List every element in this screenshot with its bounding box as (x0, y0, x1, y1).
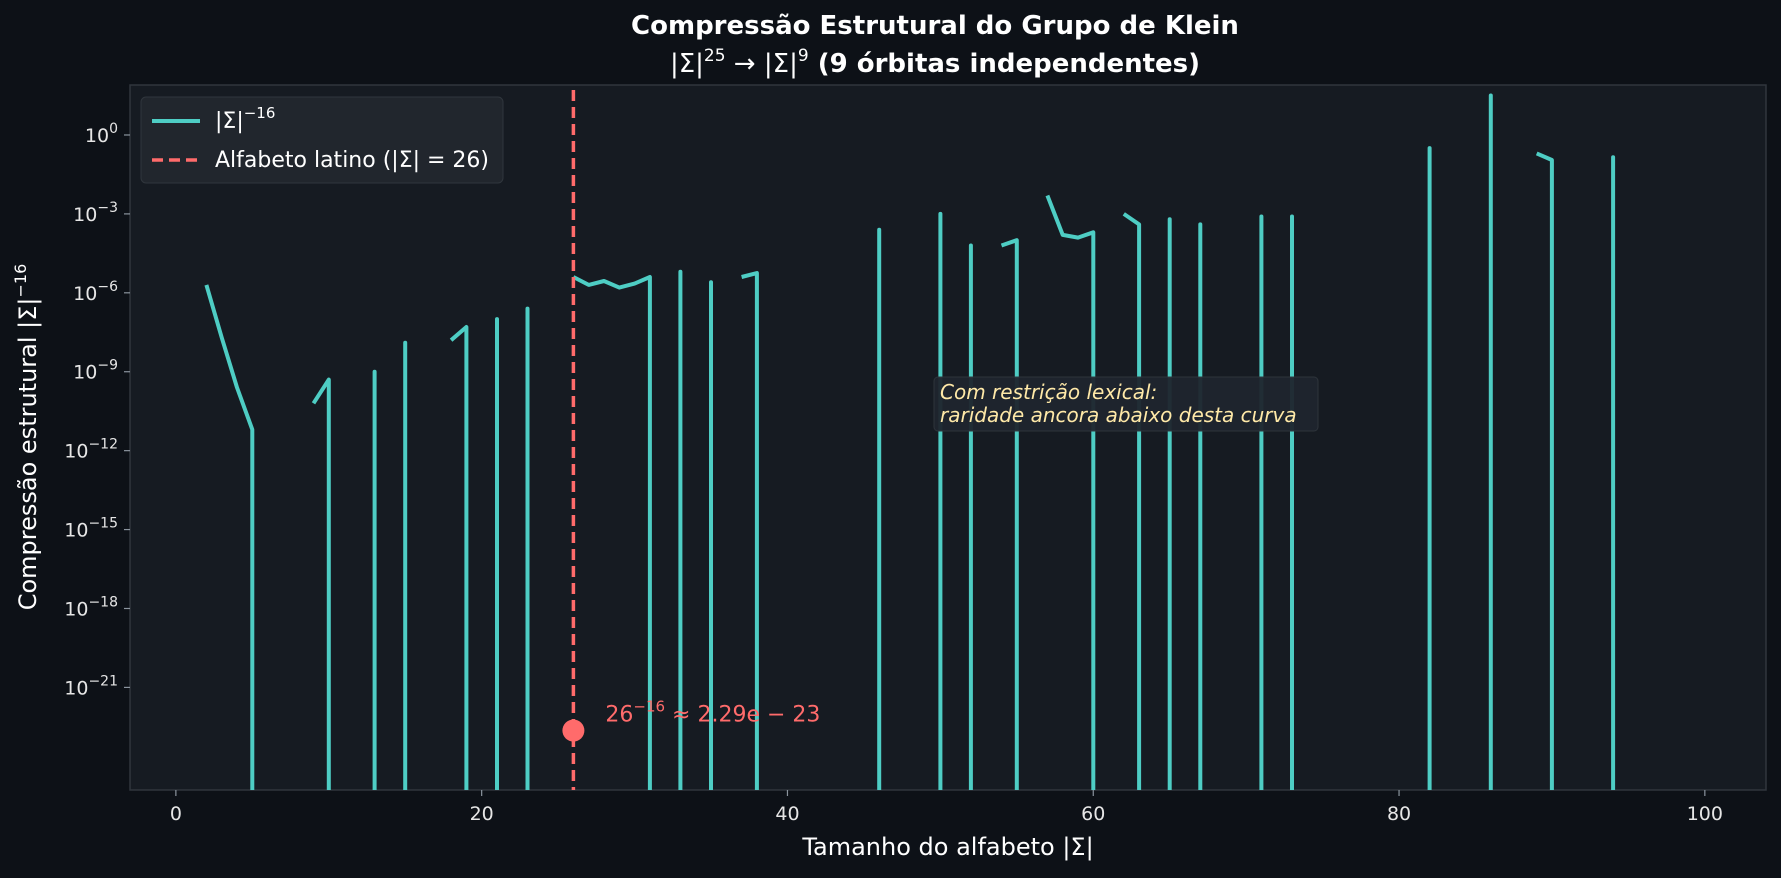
legend-label-curve: |Σ|−16 (215, 104, 275, 134)
subtitle-sup: 9 (798, 46, 809, 66)
subtitle-arrow: → (726, 49, 764, 79)
y-tick-base: 10 (73, 283, 97, 305)
highlight-point-label: 26−16 ≈ 2.29e − 23 (605, 698, 820, 728)
annotation: Com restrição lexical: raridade ancora a… (933, 376, 1319, 432)
legend: |Σ|−16 Alfabeto latino (|Σ| = 26) (140, 96, 504, 184)
series-line-segment (311, 377, 331, 790)
x-axis-label: Tamanho do alfabeto |Σ| (801, 833, 1093, 861)
y-tick-exponent: −12 (88, 437, 118, 453)
y-tick-label: 10−9 (73, 358, 118, 384)
series-line-segment (572, 275, 652, 790)
y-axis-label: Compressão estrutural |Σ|−16 (11, 264, 42, 611)
annotation-box (933, 376, 1319, 432)
highlight-point-label-base: 26 (605, 703, 633, 728)
chart-title: Compressão Estrutural do Grupo de Klein (631, 11, 1239, 41)
x-tick-label: 40 (775, 803, 799, 825)
y-tick-base: 10 (73, 362, 97, 384)
chart-subtitle: |Σ|25 → |Σ|9 (9 órbitas independentes) (670, 46, 1200, 79)
y-tick-exponent: −3 (97, 200, 118, 216)
y-tick-base: 10 (85, 125, 109, 147)
annotation-line-1: Com restrição lexical: (940, 380, 1157, 404)
y-tick-label: 10−3 (73, 200, 118, 226)
y-axis-label-text: Compressão estrutural |Σ| (14, 297, 42, 610)
series-line-segment (1122, 212, 1142, 790)
series-line-segment (449, 325, 469, 790)
point-layer: 26−16 ≈ 2.29e − 23 (562, 698, 820, 742)
y-tick-exponent: 0 (109, 121, 118, 137)
x-axis-ticks: 0 20 40 60 80 100 (170, 790, 1723, 825)
x-tick-label: 20 (470, 803, 494, 825)
y-tick-exponent: −15 (88, 516, 118, 532)
subtitle-part: |Σ| (670, 49, 704, 79)
y-tick-base: 10 (73, 204, 97, 226)
y-tick-label: 10−18 (64, 594, 118, 620)
legend-label-curve-base: |Σ| (215, 109, 244, 134)
y-tick-exponent: −9 (97, 358, 118, 374)
legend-label-curve-sup: −16 (244, 104, 276, 122)
y-tick-label: 100 (85, 121, 118, 147)
series-line-segment (1000, 238, 1019, 790)
x-tick-label: 100 (1687, 803, 1723, 825)
x-tick-label: 0 (170, 803, 182, 825)
subtitle-rest: (9 órbitas independentes) (809, 49, 1200, 79)
highlight-point-label-sup: −16 (633, 698, 665, 716)
subtitle-part: |Σ| (764, 49, 798, 79)
subtitle-sup: 25 (704, 46, 726, 66)
series-line-segment (741, 271, 759, 790)
annotation-line-2: raridade ancora abaixo desta curva (940, 403, 1297, 427)
series-line-segment (1535, 151, 1554, 790)
y-tick-base: 10 (64, 598, 88, 620)
x-tick-label: 60 (1081, 803, 1105, 825)
legend-box (140, 96, 504, 184)
y-tick-label: 10−12 (64, 437, 118, 463)
highlight-point-label-value: ≈ 2.29e − 23 (665, 703, 820, 728)
y-tick-exponent: −21 (88, 673, 118, 689)
highlight-point (562, 719, 585, 742)
y-tick-base: 10 (64, 677, 88, 699)
plot-area (129, 84, 1767, 791)
y-tick-base: 10 (64, 520, 88, 542)
y-tick-exponent: −6 (97, 279, 118, 295)
y-tick-exponent: −18 (88, 594, 118, 610)
y-tick-label: 10−15 (64, 516, 118, 542)
y-tick-label: 10−6 (73, 279, 118, 305)
x-tick-label: 80 (1387, 803, 1411, 825)
y-tick-base: 10 (64, 441, 88, 463)
series-line-segment (204, 284, 255, 790)
legend-label-latin: Alfabeto latino (|Σ| = 26) (215, 148, 489, 173)
y-tick-label: 10−21 (64, 673, 118, 699)
y-axis-label-sup: −16 (11, 264, 30, 298)
